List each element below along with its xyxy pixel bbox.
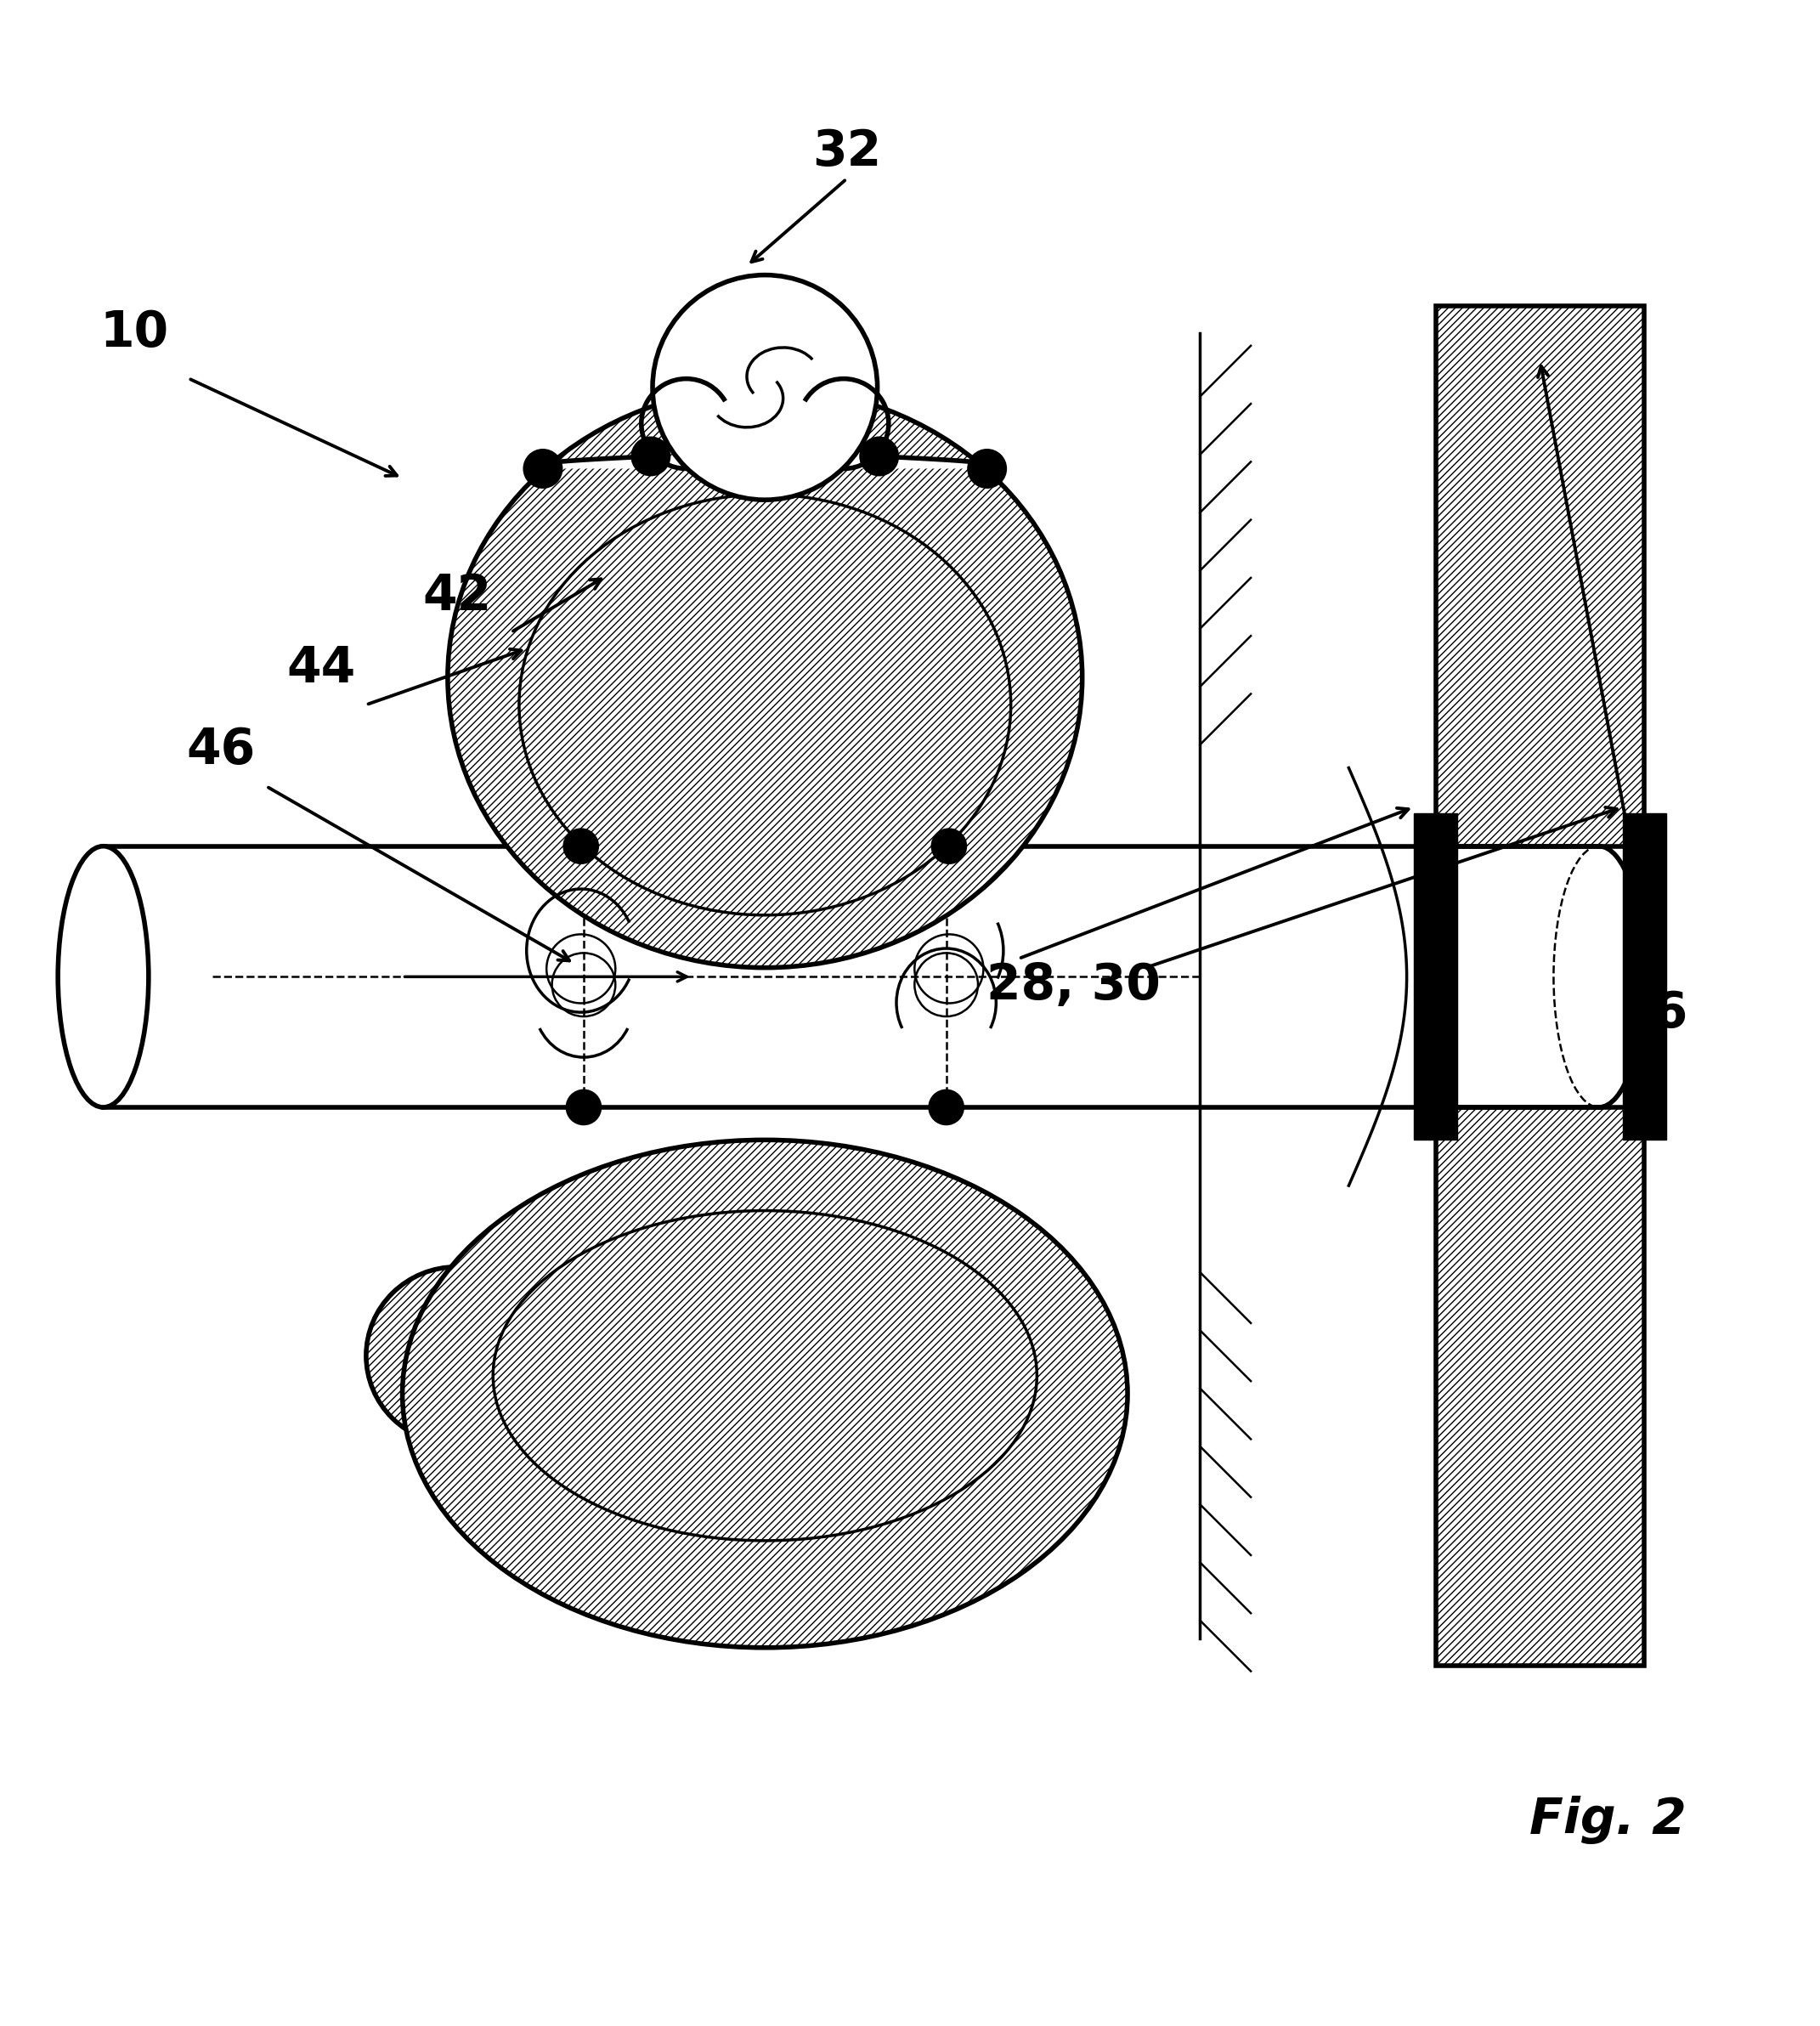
Circle shape [966, 448, 1006, 488]
Text: 26: 26 [1618, 989, 1687, 1037]
Polygon shape [537, 456, 992, 468]
Bar [1418, 847, 1662, 1108]
Circle shape [930, 829, 966, 865]
Text: 44: 44 [286, 644, 355, 693]
Circle shape [653, 276, 877, 500]
Ellipse shape [402, 1141, 1128, 1647]
Ellipse shape [448, 387, 1083, 968]
Circle shape [522, 448, 562, 488]
Ellipse shape [366, 1266, 548, 1445]
Circle shape [632, 436, 672, 476]
Bar [1436, 306, 1643, 1665]
Bar [1414, 814, 1458, 1141]
Circle shape [562, 829, 599, 865]
Bar [1622, 814, 1665, 1141]
Text: 28, 30: 28, 30 [986, 962, 1159, 1011]
Text: 46: 46 [187, 725, 255, 774]
Circle shape [859, 436, 899, 476]
Text: Fig. 2: Fig. 2 [1529, 1795, 1687, 1844]
Circle shape [928, 1090, 965, 1124]
Circle shape [566, 1090, 602, 1124]
Bar [1436, 306, 1643, 1665]
Text: 32: 32 [812, 128, 881, 176]
Ellipse shape [58, 847, 149, 1108]
Text: 10: 10 [100, 308, 169, 357]
Text: 42: 42 [422, 571, 491, 620]
